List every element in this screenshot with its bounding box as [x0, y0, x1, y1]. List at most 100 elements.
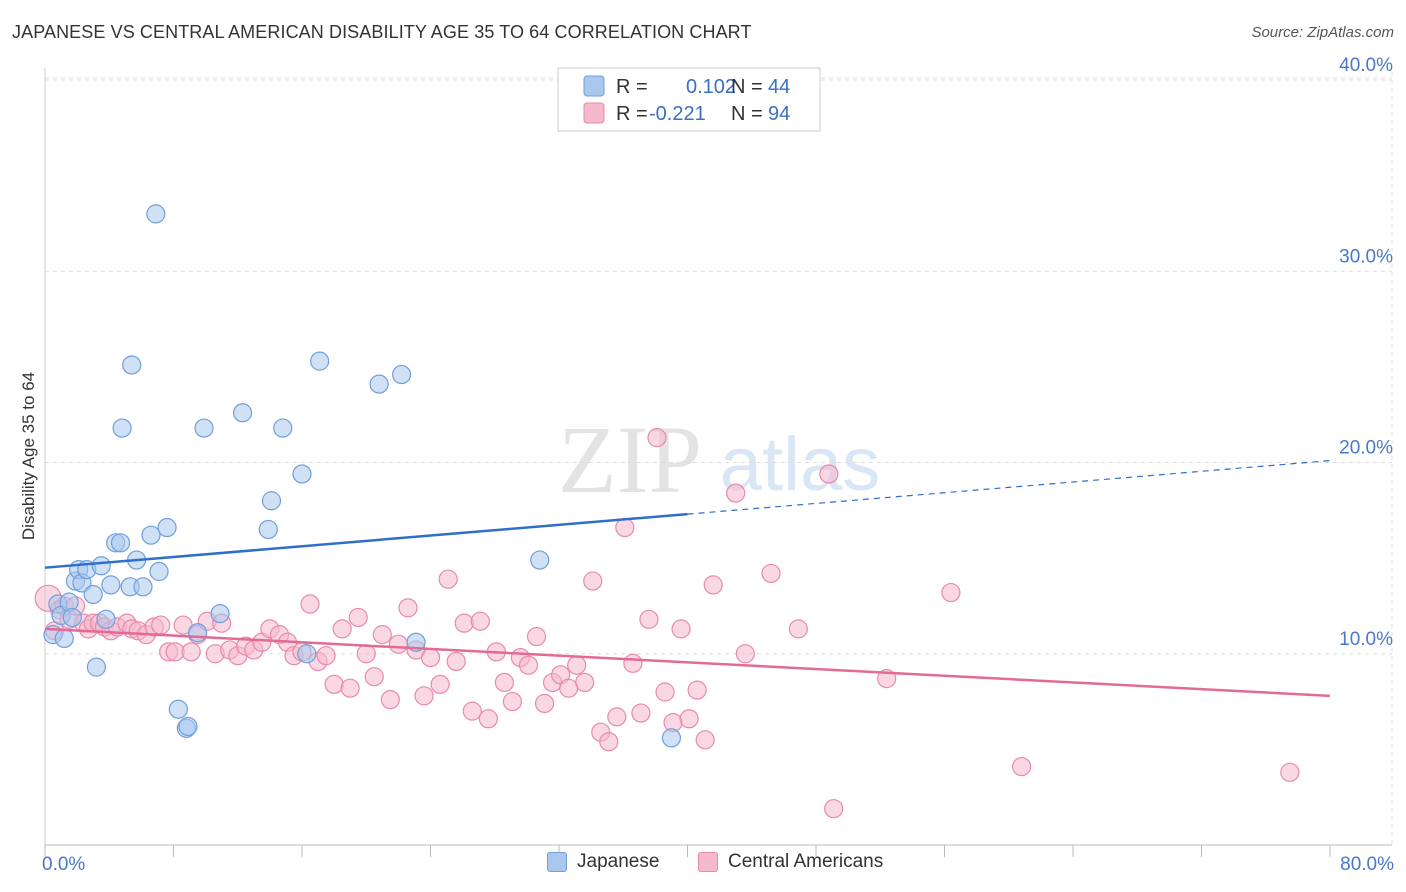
point-japanese-12 — [91, 556, 111, 576]
y-tick-label-0: 10.0% — [1339, 629, 1393, 650]
point-japanese-22 — [141, 525, 161, 545]
point-central-20 — [165, 642, 185, 662]
point-japanese-29 — [187, 623, 208, 643]
point-japanese-36 — [292, 464, 312, 484]
point-central-43 — [348, 607, 368, 628]
point-central-81 — [655, 682, 675, 702]
point-central-96 — [1011, 756, 1032, 777]
point-japanese-16 — [110, 533, 131, 553]
point-central-95 — [941, 582, 961, 603]
point-japanese-34 — [261, 491, 282, 511]
legend-n-value-japanese: 44 — [768, 76, 790, 98]
point-central-55 — [446, 651, 466, 672]
point-japanese-42 — [530, 550, 550, 570]
point-japanese-43 — [661, 728, 682, 748]
point-central-41 — [332, 619, 352, 639]
point-japanese-13 — [96, 609, 116, 629]
point-central-44 — [356, 644, 376, 664]
point-central-80 — [647, 428, 667, 448]
series-layer — [34, 204, 1300, 819]
point-central-85 — [687, 680, 707, 700]
point-japanese-14 — [101, 575, 121, 595]
legend-n-label-central: N = — [731, 103, 763, 125]
legend-swatch-central — [583, 102, 605, 124]
point-central-79 — [639, 609, 659, 629]
chart-title: JAPANESE VS CENTRAL AMERICAN DISABILITY … — [12, 22, 752, 42]
legend-n-value-central: 94 — [768, 103, 790, 125]
point-central-57 — [462, 701, 482, 721]
point-central-58 — [470, 611, 490, 631]
point-central-59 — [478, 709, 498, 729]
point-central-83 — [671, 619, 691, 639]
point-central-91 — [788, 619, 808, 639]
point-japanese-31 — [210, 603, 230, 624]
point-central-69 — [559, 678, 579, 698]
point-central-62 — [502, 691, 523, 712]
point-central-61 — [494, 672, 514, 693]
legend: R = 0.102 N = 44 R = -0.221 N = 94 — [557, 67, 821, 132]
point-japanese-23 — [146, 204, 166, 224]
point-central-40 — [324, 674, 344, 694]
point-central-64 — [518, 655, 539, 675]
point-central-65 — [526, 626, 547, 647]
point-central-74 — [599, 732, 619, 752]
legend-swatch-japanese — [583, 75, 605, 97]
point-japanese-40 — [391, 364, 412, 385]
point-central-78 — [631, 703, 651, 723]
series-central — [34, 428, 1300, 819]
y-axis-label: Disability Age 35 to 64 — [19, 372, 38, 540]
watermark: ZIP atlas — [558, 406, 880, 513]
point-japanese-17 — [112, 418, 132, 438]
y-tick-label-1: 20.0% — [1339, 438, 1393, 459]
y-tick-label-3: 40.0% — [1339, 55, 1393, 76]
watermark-zip: ZIP — [558, 406, 702, 513]
point-japanese-33 — [258, 519, 278, 540]
point-central-76 — [615, 517, 635, 538]
bottom-legend-swatch-japanese — [547, 852, 567, 872]
point-central-86 — [695, 730, 715, 750]
point-central-45 — [364, 667, 384, 687]
point-central-49 — [398, 598, 418, 618]
point-central-97 — [1280, 762, 1300, 782]
point-central-93 — [824, 799, 844, 819]
bottom-legend-japanese: Japanese — [547, 851, 659, 873]
point-central-54 — [438, 569, 458, 589]
series-japanese — [43, 204, 682, 748]
point-central-92 — [819, 464, 839, 484]
point-central-53 — [430, 674, 450, 694]
trend-line-japanese — [44, 512, 688, 569]
point-central-56 — [454, 613, 474, 633]
point-central-89 — [735, 644, 755, 664]
point-japanese-11 — [86, 657, 107, 677]
point-japanese-32 — [232, 403, 253, 423]
point-central-84 — [679, 709, 699, 729]
point-central-42 — [340, 678, 360, 698]
point-japanese-21 — [133, 577, 153, 597]
point-japanese-24 — [149, 561, 169, 582]
bottom-legend: Japanese Central Americans — [0, 851, 1406, 881]
y-tick-labels: 10.0% 20.0% 30.0% 40.0% — [1339, 55, 1393, 650]
point-japanese-25 — [157, 517, 177, 538]
gridlines — [45, 72, 1393, 845]
point-japanese-19 — [122, 355, 142, 375]
axes — [44, 68, 1392, 857]
trend-layer — [44, 459, 1331, 698]
bottom-legend-label-central: Central Americans — [728, 851, 884, 872]
y-tick-label-2: 30.0% — [1339, 246, 1393, 267]
point-japanese-26 — [168, 699, 188, 719]
point-central-37 — [300, 594, 320, 614]
trend-line-central — [44, 627, 1331, 698]
bottom-legend-label-japanese: Japanese — [577, 851, 660, 872]
legend-r-value-central: -0.221 — [649, 103, 706, 125]
point-japanese-37 — [297, 644, 317, 664]
x-tick-label-end: 80.0% — [1340, 854, 1394, 875]
point-central-75 — [607, 707, 627, 727]
bottom-legend-swatch-central — [698, 852, 718, 872]
point-central-18 — [151, 615, 171, 635]
point-japanese-10 — [83, 584, 103, 605]
point-central-88 — [726, 483, 746, 503]
point-central-48 — [388, 634, 408, 654]
point-japanese-39 — [369, 374, 389, 394]
point-central-47 — [380, 690, 400, 710]
point-central-52 — [420, 647, 441, 668]
